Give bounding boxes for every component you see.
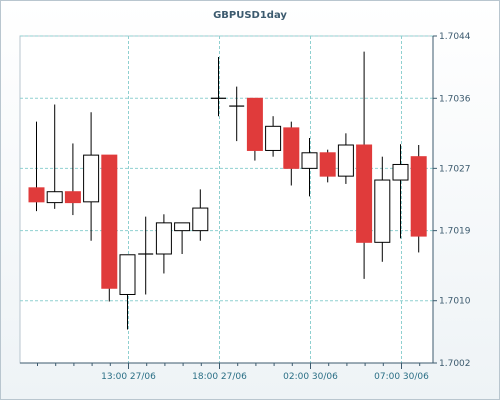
y-tick-label: 1.7027	[439, 164, 471, 174]
y-tick-label: 1.7002	[439, 359, 471, 369]
x-tick-label: 18:00 27/06	[192, 372, 247, 382]
candle-body-down	[101, 154, 118, 289]
candle-body-up	[337, 144, 354, 177]
candle-body-up	[392, 163, 409, 181]
candle-body-up	[46, 191, 63, 204]
x-tick-label: 07:00 30/06	[374, 372, 429, 382]
candle-body-up	[174, 222, 191, 232]
candle-body-down	[28, 187, 45, 203]
candle-body-up	[192, 207, 209, 232]
x-tick-label: 02:00 30/06	[283, 372, 338, 382]
y-tick-label: 1.7044	[439, 32, 471, 42]
candle-body-down	[356, 144, 373, 243]
candle-body-up	[301, 152, 318, 169]
y-tick-label: 1.7036	[439, 94, 471, 104]
candle-body-up	[83, 154, 100, 203]
candle-body-down	[410, 156, 427, 237]
candle-body-down	[64, 191, 81, 204]
candle-body-down	[246, 97, 263, 151]
candle-body-down	[283, 127, 300, 169]
candle-body-up	[155, 222, 172, 255]
candle-body-up	[119, 254, 136, 295]
y-tick-label: 1.7019	[439, 227, 471, 237]
candle-body-down	[319, 152, 336, 177]
y-tick-label: 1.7010	[439, 297, 471, 307]
chart-title: GBPUSD1day	[213, 10, 287, 21]
candle-body-up	[265, 125, 282, 151]
x-tick-label: 13:00 27/06	[101, 372, 156, 382]
candle-body-up	[374, 179, 391, 243]
